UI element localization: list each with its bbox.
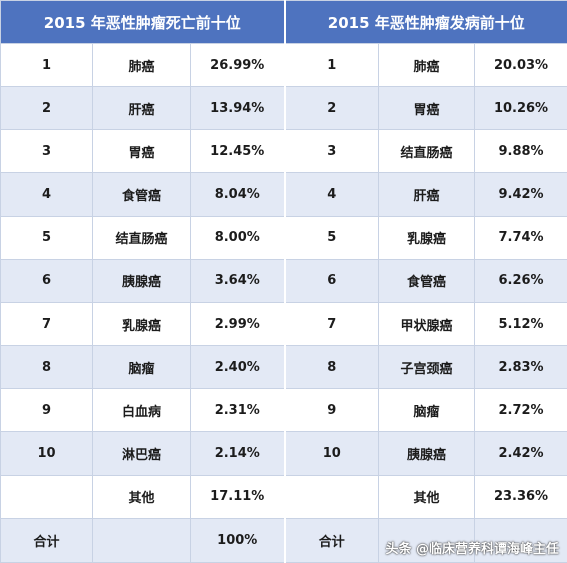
right-percent: 2.83% bbox=[474, 345, 567, 390]
left-cancer-name: 乳腺癌 bbox=[92, 301, 191, 347]
left-percent: 8.00% bbox=[189, 215, 286, 260]
left-cancer-name: 肝癌 bbox=[92, 86, 191, 131]
right-cancer-name: 食管癌 bbox=[378, 258, 476, 303]
table-row: 9 白血病 2.31% 9 脑瘤 2.72% bbox=[0, 388, 567, 433]
right-rank: 2 bbox=[283, 86, 380, 131]
right-cancer-name: 肺癌 bbox=[378, 42, 476, 88]
right-cancer-name: 胃癌 bbox=[378, 86, 476, 131]
right-cancer-name: 肝癌 bbox=[378, 172, 476, 217]
right-rank: 4 bbox=[283, 172, 380, 217]
right-rank: 10 bbox=[283, 431, 380, 476]
left-percent: 17.11% bbox=[189, 474, 286, 519]
right-percent: 7.74% bbox=[474, 215, 567, 260]
right-cancer-name: 其他 bbox=[378, 474, 476, 519]
right-rank: 8 bbox=[283, 345, 380, 390]
left-percent: 2.40% bbox=[189, 345, 286, 390]
left-total-blank bbox=[92, 517, 191, 563]
left-cancer-name: 淋巴癌 bbox=[92, 431, 191, 476]
right-rank bbox=[283, 474, 380, 519]
left-cancer-name: 胃癌 bbox=[92, 129, 191, 174]
left-cancer-name: 肺癌 bbox=[92, 42, 191, 88]
right-cancer-name: 结直肠癌 bbox=[378, 129, 476, 174]
right-rank: 1 bbox=[283, 42, 380, 88]
left-total-percent: 100% bbox=[189, 517, 286, 563]
left-cancer-name: 其他 bbox=[92, 474, 191, 519]
right-cancer-name: 乳腺癌 bbox=[378, 215, 476, 260]
table-row: 1 肺癌 26.99% 1 肺癌 20.03% bbox=[0, 42, 567, 88]
left-percent: 2.14% bbox=[189, 431, 286, 476]
left-rank: 2 bbox=[0, 86, 93, 131]
left-rank: 8 bbox=[0, 345, 93, 390]
table-row: 6 胰腺癌 3.64% 6 食管癌 6.26% bbox=[0, 258, 567, 303]
right-title: 2015 年恶性肿瘤发病前十位 bbox=[283, 0, 567, 44]
left-rank: 4 bbox=[0, 172, 93, 217]
left-percent: 26.99% bbox=[189, 42, 286, 88]
right-rank: 3 bbox=[283, 129, 380, 174]
right-rank: 7 bbox=[283, 301, 380, 347]
left-title: 2015 年恶性肿瘤死亡前十位 bbox=[0, 0, 286, 44]
left-total-label: 合计 bbox=[0, 517, 93, 563]
right-cancer-name: 脑瘤 bbox=[378, 388, 476, 433]
left-rank: 1 bbox=[0, 42, 93, 88]
right-percent: 2.72% bbox=[474, 388, 567, 433]
left-percent: 3.64% bbox=[189, 258, 286, 303]
left-rank: 10 bbox=[0, 431, 93, 476]
header-row: 2015 年恶性肿瘤死亡前十位 2015 年恶性肿瘤发病前十位 bbox=[0, 0, 567, 44]
right-rank: 6 bbox=[283, 258, 380, 303]
right-total-label: 合计 bbox=[283, 517, 380, 563]
right-cancer-name: 甲状腺癌 bbox=[378, 301, 476, 347]
table-row: 4 食管癌 8.04% 4 肝癌 9.42% bbox=[0, 172, 567, 217]
right-percent: 5.12% bbox=[474, 301, 567, 347]
left-rank: 6 bbox=[0, 258, 93, 303]
right-percent: 20.03% bbox=[474, 42, 567, 88]
right-percent: 2.42% bbox=[474, 431, 567, 476]
table-row: 3 胃癌 12.45% 3 结直肠癌 9.88% bbox=[0, 129, 567, 174]
table-row: 10 淋巴癌 2.14% 10 胰腺癌 2.42% bbox=[0, 431, 567, 476]
right-cancer-name: 胰腺癌 bbox=[378, 431, 476, 476]
right-rank: 9 bbox=[283, 388, 380, 433]
left-rank bbox=[0, 474, 93, 519]
left-rank: 9 bbox=[0, 388, 93, 433]
table-row: 7 乳腺癌 2.99% 7 甲状腺癌 5.12% bbox=[0, 301, 567, 347]
left-cancer-name: 胰腺癌 bbox=[92, 258, 191, 303]
right-percent: 10.26% bbox=[474, 86, 567, 131]
right-rank: 5 bbox=[283, 215, 380, 260]
left-cancer-name: 白血病 bbox=[92, 388, 191, 433]
right-percent: 6.26% bbox=[474, 258, 567, 303]
left-rank: 7 bbox=[0, 301, 93, 347]
left-rank: 5 bbox=[0, 215, 93, 260]
right-percent: 9.42% bbox=[474, 172, 567, 217]
right-percent: 9.88% bbox=[474, 129, 567, 174]
total-row: 合计 100% 合计 bbox=[0, 517, 567, 563]
left-percent: 2.99% bbox=[189, 301, 286, 347]
table-row: 其他 17.11% 其他 23.36% bbox=[0, 474, 567, 519]
right-total-percent bbox=[474, 517, 567, 563]
left-percent: 2.31% bbox=[189, 388, 286, 433]
left-rank: 3 bbox=[0, 129, 93, 174]
left-cancer-name: 脑瘤 bbox=[92, 345, 191, 390]
left-cancer-name: 结直肠癌 bbox=[92, 215, 191, 260]
left-percent: 12.45% bbox=[189, 129, 286, 174]
left-percent: 13.94% bbox=[189, 86, 286, 131]
right-cancer-name: 子宫颈癌 bbox=[378, 345, 476, 390]
table-row: 2 肝癌 13.94% 2 胃癌 10.26% bbox=[0, 86, 567, 131]
table-row: 5 结直肠癌 8.00% 5 乳腺癌 7.74% bbox=[0, 215, 567, 260]
table-row: 8 脑瘤 2.40% 8 子宫颈癌 2.83% bbox=[0, 345, 567, 390]
right-percent: 23.36% bbox=[474, 474, 567, 519]
left-percent: 8.04% bbox=[189, 172, 286, 217]
right-total-blank bbox=[378, 517, 476, 563]
left-cancer-name: 食管癌 bbox=[92, 172, 191, 217]
